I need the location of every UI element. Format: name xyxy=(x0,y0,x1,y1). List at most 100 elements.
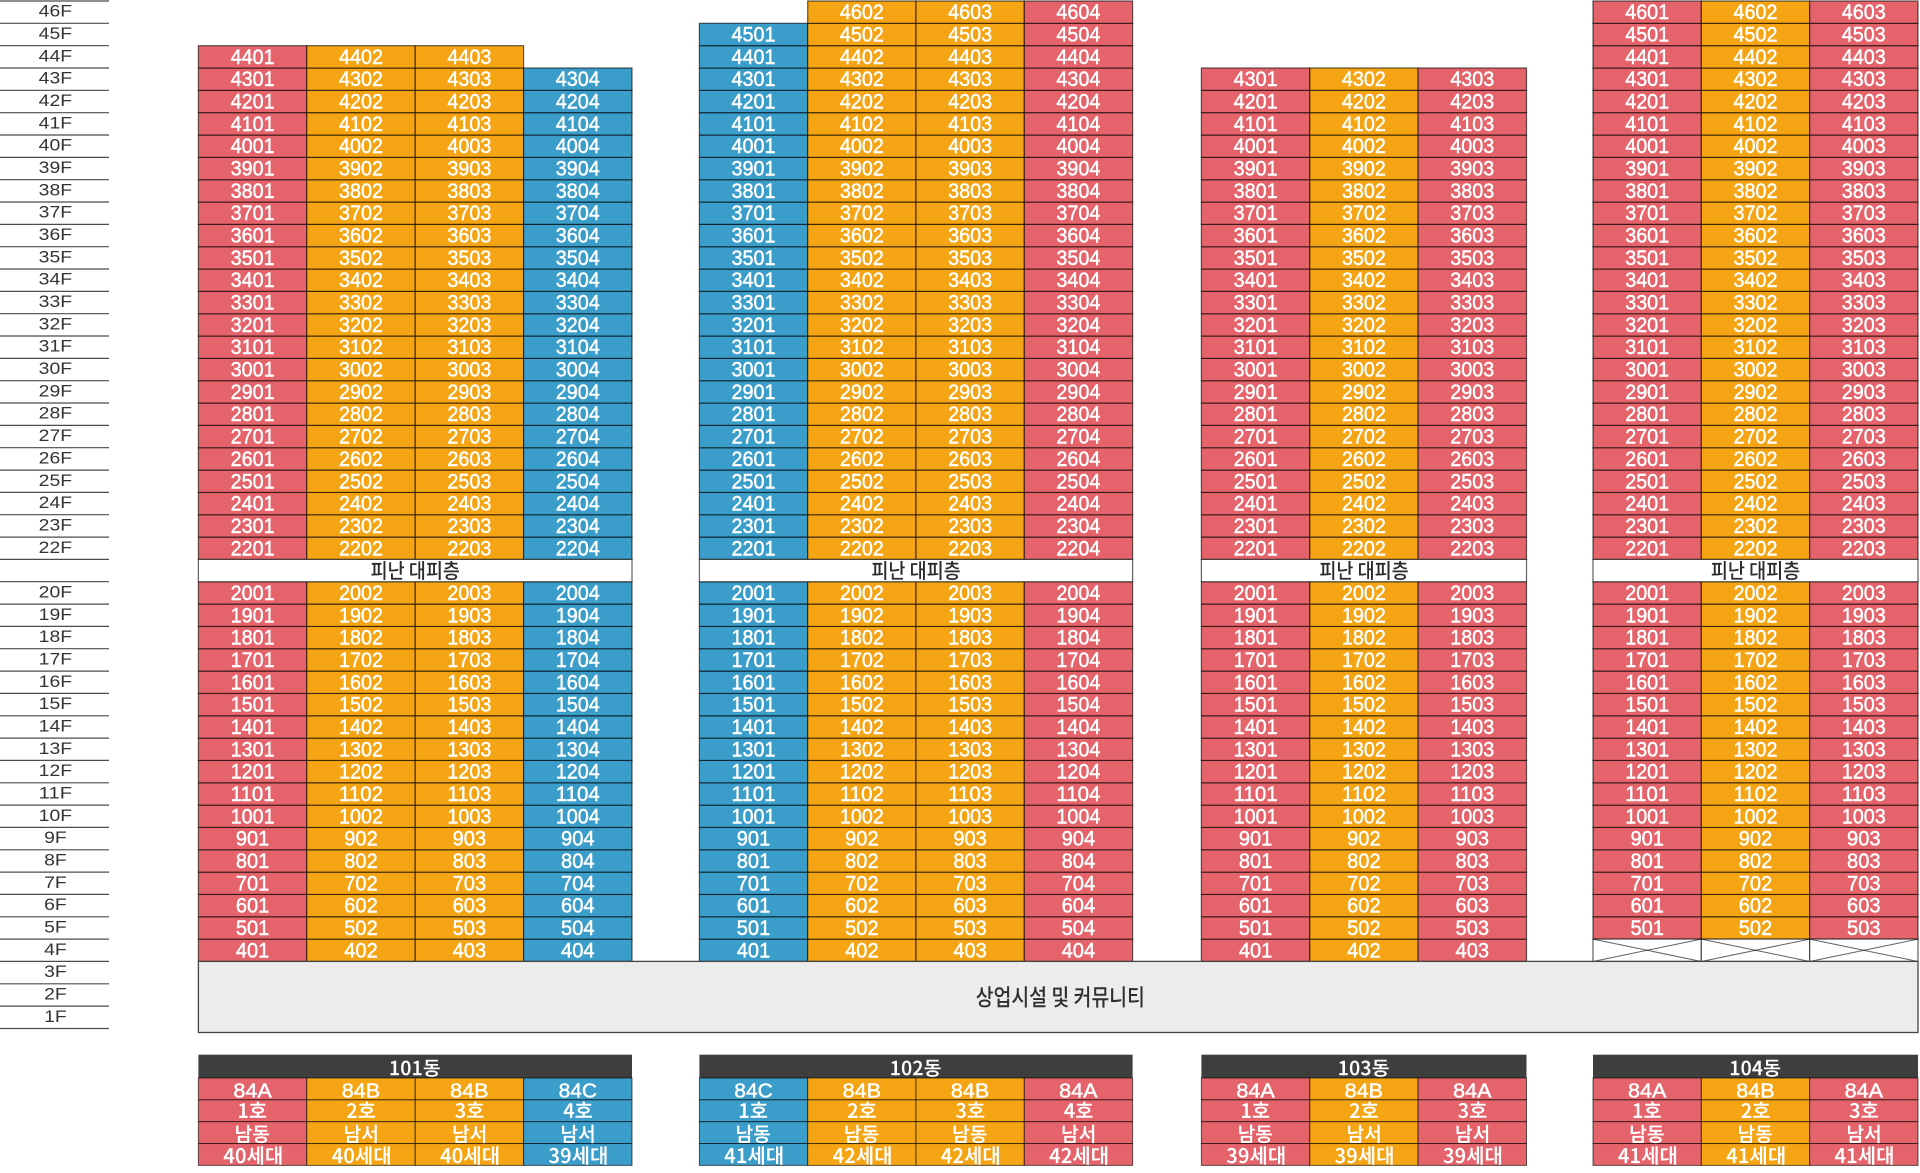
svg-text:2702: 2702 xyxy=(1734,426,1778,449)
svg-text:402: 402 xyxy=(344,939,378,962)
svg-text:3804: 3804 xyxy=(1056,180,1100,203)
svg-text:3101: 3101 xyxy=(1234,336,1278,359)
svg-text:2503: 2503 xyxy=(1450,470,1494,493)
svg-text:1104: 1104 xyxy=(556,783,600,806)
svg-text:1004: 1004 xyxy=(556,805,600,828)
svg-text:2404: 2404 xyxy=(1056,493,1100,516)
svg-text:2204: 2204 xyxy=(556,537,600,560)
svg-text:2004: 2004 xyxy=(1056,582,1100,605)
svg-text:3401: 3401 xyxy=(1234,269,1278,292)
svg-text:1301: 1301 xyxy=(1625,738,1669,761)
svg-text:4104: 4104 xyxy=(556,113,600,136)
svg-text:3903: 3903 xyxy=(1842,158,1886,181)
svg-text:901: 901 xyxy=(1630,828,1664,851)
svg-text:3002: 3002 xyxy=(1734,359,1778,382)
svg-text:4004: 4004 xyxy=(1056,135,1100,158)
svg-text:1402: 1402 xyxy=(1734,716,1778,739)
svg-text:2503: 2503 xyxy=(1842,470,1886,493)
svg-text:703: 703 xyxy=(1456,872,1490,895)
svg-text:603: 603 xyxy=(453,895,487,918)
svg-text:1601: 1601 xyxy=(732,671,776,694)
svg-text:3204: 3204 xyxy=(1056,314,1100,337)
svg-text:704: 704 xyxy=(561,872,595,895)
svg-text:4401: 4401 xyxy=(231,46,275,69)
svg-text:701: 701 xyxy=(737,872,771,895)
svg-text:3201: 3201 xyxy=(732,314,776,337)
svg-text:1601: 1601 xyxy=(1625,671,1669,694)
svg-text:1903: 1903 xyxy=(948,604,992,627)
svg-text:4101: 4101 xyxy=(1234,113,1278,136)
svg-text:3701: 3701 xyxy=(1234,202,1278,225)
svg-text:3801: 3801 xyxy=(1625,180,1669,203)
svg-text:3603: 3603 xyxy=(1842,225,1886,248)
svg-text:16F: 16F xyxy=(39,672,72,691)
svg-text:2002: 2002 xyxy=(1734,582,1778,605)
svg-text:2401: 2401 xyxy=(732,493,776,516)
svg-text:3603: 3603 xyxy=(1450,225,1494,248)
svg-text:2402: 2402 xyxy=(840,493,884,516)
svg-text:2602: 2602 xyxy=(1342,448,1386,471)
svg-text:2803: 2803 xyxy=(447,403,491,426)
svg-text:3301: 3301 xyxy=(732,292,776,315)
svg-text:2403: 2403 xyxy=(1450,493,1494,516)
svg-text:1102: 1102 xyxy=(1734,783,1778,806)
svg-text:904: 904 xyxy=(1062,828,1096,851)
svg-text:4502: 4502 xyxy=(840,24,884,47)
svg-text:11F: 11F xyxy=(39,784,72,803)
svg-text:2302: 2302 xyxy=(1734,515,1778,538)
svg-text:32F: 32F xyxy=(39,314,72,333)
svg-text:701: 701 xyxy=(1239,872,1273,895)
svg-text:3701: 3701 xyxy=(1625,202,1669,225)
svg-text:1801: 1801 xyxy=(732,627,776,650)
svg-text:45F: 45F xyxy=(39,24,72,43)
svg-text:3403: 3403 xyxy=(447,269,491,292)
svg-text:1803: 1803 xyxy=(948,627,992,650)
svg-text:4003: 4003 xyxy=(1842,135,1886,158)
svg-text:4003: 4003 xyxy=(447,135,491,158)
svg-text:3304: 3304 xyxy=(1056,292,1100,315)
svg-text:1902: 1902 xyxy=(1342,604,1386,627)
svg-text:3302: 3302 xyxy=(1342,292,1386,315)
svg-text:2802: 2802 xyxy=(339,403,383,426)
svg-text:3202: 3202 xyxy=(840,314,884,337)
svg-text:1503: 1503 xyxy=(1450,694,1494,717)
svg-text:1502: 1502 xyxy=(339,694,383,717)
svg-text:3602: 3602 xyxy=(1342,225,1386,248)
svg-text:2603: 2603 xyxy=(447,448,491,471)
svg-text:1801: 1801 xyxy=(1234,627,1278,650)
svg-text:1103: 1103 xyxy=(447,783,491,806)
svg-text:2902: 2902 xyxy=(840,381,884,404)
svg-text:4102: 4102 xyxy=(840,113,884,136)
svg-text:3104: 3104 xyxy=(556,336,600,359)
svg-text:1303: 1303 xyxy=(1842,738,1886,761)
svg-text:2301: 2301 xyxy=(1625,515,1669,538)
svg-text:24F: 24F xyxy=(39,493,72,512)
svg-text:3804: 3804 xyxy=(556,180,600,203)
svg-text:802: 802 xyxy=(845,850,879,873)
svg-text:4401: 4401 xyxy=(732,46,776,69)
svg-text:3702: 3702 xyxy=(1734,202,1778,225)
svg-text:2F: 2F xyxy=(44,985,67,1004)
svg-text:901: 901 xyxy=(236,828,270,851)
svg-text:1203: 1203 xyxy=(1450,761,1494,784)
svg-text:1102: 1102 xyxy=(339,783,383,806)
svg-text:2602: 2602 xyxy=(339,448,383,471)
svg-text:3404: 3404 xyxy=(1056,269,1100,292)
svg-text:4501: 4501 xyxy=(732,24,776,47)
svg-text:4103: 4103 xyxy=(948,113,992,136)
svg-text:17F: 17F xyxy=(39,649,72,668)
svg-text:3001: 3001 xyxy=(231,359,275,382)
svg-text:1104: 1104 xyxy=(1056,783,1100,806)
svg-text:2502: 2502 xyxy=(1342,470,1386,493)
svg-text:3401: 3401 xyxy=(1625,269,1669,292)
svg-text:2902: 2902 xyxy=(339,381,383,404)
svg-text:1901: 1901 xyxy=(231,604,275,627)
svg-text:30F: 30F xyxy=(39,359,72,378)
svg-text:3603: 3603 xyxy=(948,225,992,248)
svg-text:2903: 2903 xyxy=(948,381,992,404)
svg-text:2303: 2303 xyxy=(1842,515,1886,538)
svg-text:4303: 4303 xyxy=(1842,68,1886,91)
svg-text:2703: 2703 xyxy=(1450,426,1494,449)
svg-text:84A: 84A xyxy=(1453,1079,1492,1102)
svg-text:3103: 3103 xyxy=(948,336,992,359)
